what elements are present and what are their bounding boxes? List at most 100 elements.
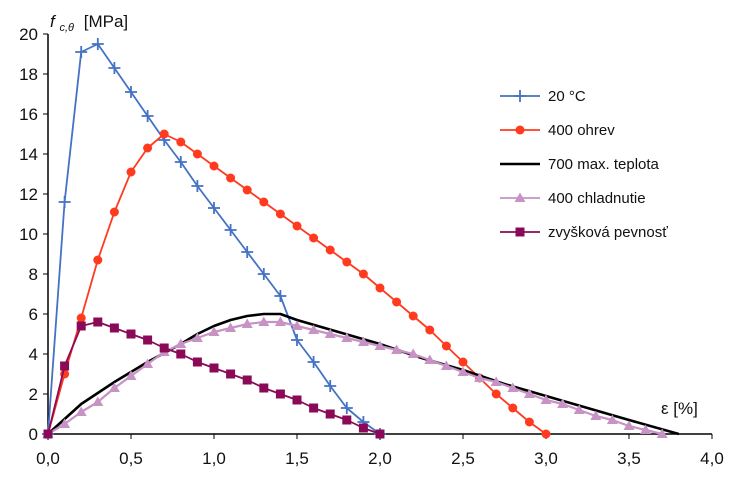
data-point (191, 180, 204, 192)
data-point (507, 382, 519, 392)
data-point (224, 224, 237, 236)
data-point (143, 335, 153, 345)
data-point (191, 332, 203, 342)
data-point (125, 370, 137, 380)
data-point (241, 246, 254, 258)
data-point (523, 388, 535, 398)
x-tick-label: 0,5 (119, 449, 143, 468)
data-point (292, 395, 302, 405)
data-point (308, 324, 320, 334)
data-point (508, 403, 518, 413)
legend-item: 20 °C (500, 88, 586, 105)
x-tick-label: 2,0 (368, 449, 392, 468)
data-point (241, 318, 253, 328)
data-point (623, 420, 635, 430)
legend-label: zvyšková pevnosť (548, 224, 668, 241)
data-point (457, 366, 469, 376)
data-point (341, 332, 353, 342)
data-point (375, 283, 385, 293)
data-point (342, 257, 352, 267)
data-point (407, 348, 419, 358)
series-400-ohrev (43, 129, 551, 439)
y-axis-title: f c,θ [MPa] (50, 12, 128, 35)
data-point (458, 357, 468, 367)
data-point (60, 361, 70, 371)
legend-swatch-marker (515, 125, 525, 135)
data-point (491, 389, 501, 399)
y-tick-label: 2 (29, 385, 38, 404)
data-point (209, 161, 219, 171)
data-point (143, 143, 153, 153)
y-tick-label: 0 (29, 425, 38, 444)
data-point (208, 326, 220, 336)
data-point (291, 320, 303, 330)
data-point (275, 389, 285, 399)
x-tick-label: 1,0 (202, 449, 226, 468)
data-point (375, 429, 385, 439)
data-point (408, 311, 418, 321)
data-point (309, 233, 319, 243)
data-point (176, 137, 186, 147)
data-point (292, 221, 302, 231)
data-point (656, 428, 668, 438)
data-point (541, 429, 551, 439)
data-point (275, 209, 285, 219)
data-point (342, 415, 352, 425)
legend-label: 400 chladnutie (548, 190, 646, 207)
y-tick-label: 4 (29, 345, 38, 364)
data-point (192, 357, 202, 367)
y-tick-label: 20 (19, 25, 38, 44)
x-tick-label: 1,5 (285, 449, 309, 468)
data-point (174, 156, 187, 168)
data-point (590, 410, 602, 420)
y-tick-label: 18 (19, 65, 38, 84)
x-tick-label: 3,5 (617, 449, 641, 468)
data-point (125, 86, 137, 98)
data-point (226, 173, 236, 183)
legend-swatch-marker (515, 227, 525, 237)
data-point (474, 372, 486, 382)
data-point (325, 245, 335, 255)
legend-label: 400 ohrev (548, 122, 615, 139)
data-point (75, 46, 88, 58)
legend-item: 400 chladnutie (500, 190, 646, 207)
legend-item: zvyšková pevnosť (500, 224, 668, 241)
data-point (76, 313, 86, 323)
data-point (175, 338, 187, 348)
data-point (208, 202, 220, 214)
data-point (159, 343, 169, 353)
data-point (358, 423, 368, 433)
y-tick-label: 14 (19, 145, 38, 164)
data-point (357, 336, 369, 346)
data-point (126, 167, 136, 177)
data-point (258, 316, 270, 326)
data-point (524, 417, 534, 427)
y-tick-label: 16 (19, 105, 38, 124)
data-point (392, 297, 402, 307)
y-axis-title-unit: [MPa] (84, 12, 128, 31)
data-point (225, 322, 237, 332)
legend: 20 °C 400 ohrev 700 max. teplota 400 chladn… (500, 88, 668, 241)
data-point (93, 317, 103, 327)
data-point (75, 406, 87, 416)
y-tick-label: 10 (19, 225, 38, 244)
data-point (93, 255, 103, 265)
data-point (109, 207, 119, 217)
data-point (490, 376, 502, 386)
data-point (606, 414, 618, 424)
data-point (176, 349, 186, 359)
data-point (391, 344, 403, 354)
data-point (374, 340, 386, 350)
data-point (209, 363, 219, 373)
data-point (440, 360, 452, 370)
x-tick-label: 3,0 (534, 449, 558, 468)
data-point (92, 396, 104, 406)
legend-swatch-marker (514, 192, 526, 202)
data-point (91, 38, 104, 50)
data-point (325, 409, 335, 419)
y-axis-title-main: f (50, 12, 57, 31)
data-point (557, 398, 569, 408)
y-tick-label: 8 (29, 265, 38, 284)
y-tick-label: 12 (19, 185, 38, 204)
